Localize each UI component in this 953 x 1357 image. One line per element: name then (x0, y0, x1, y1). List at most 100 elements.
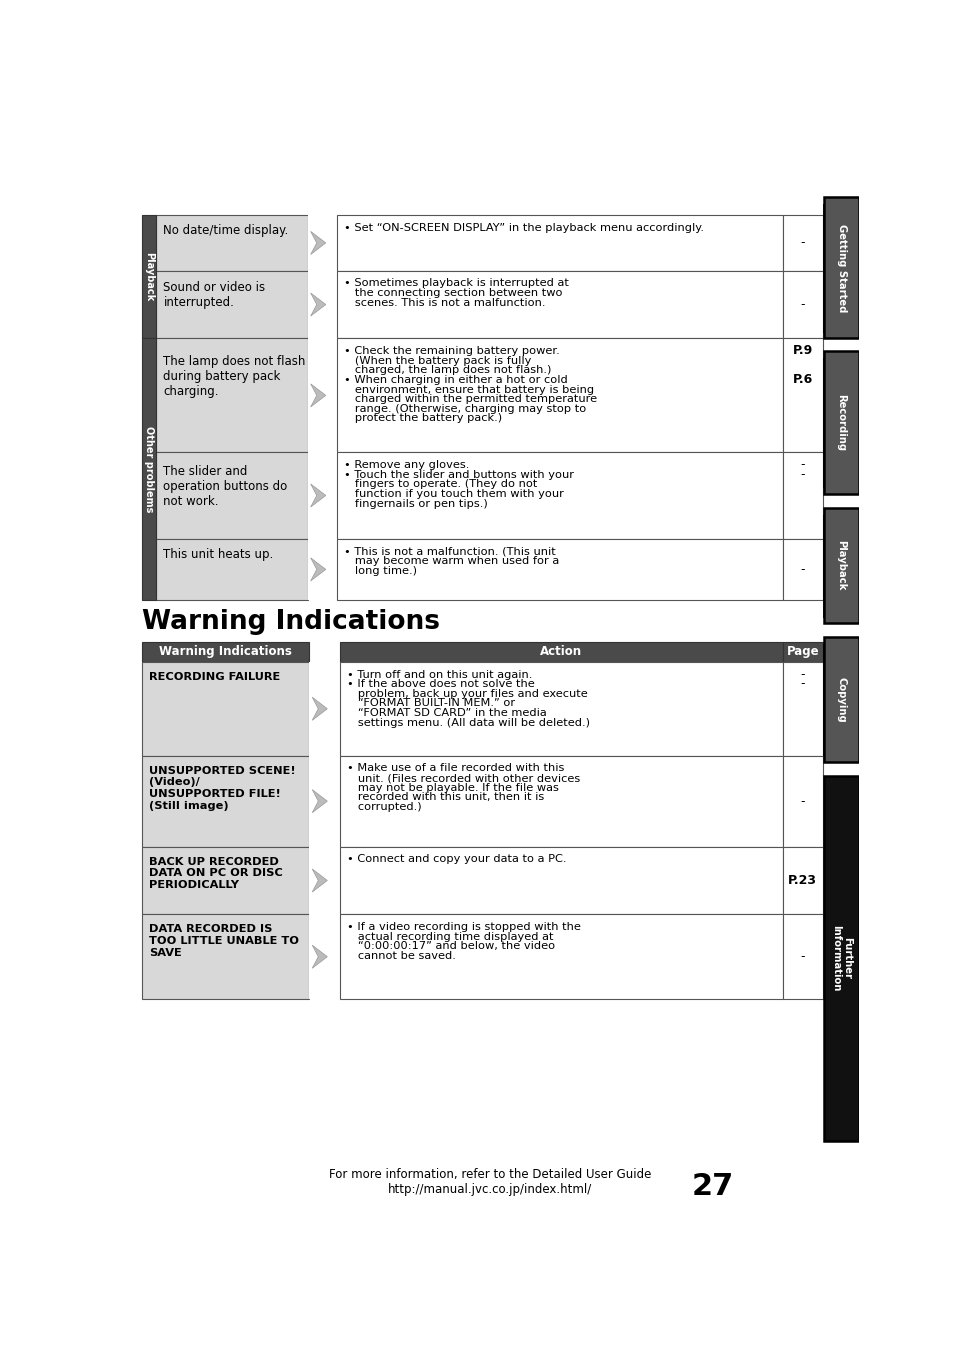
Text: -: - (800, 563, 804, 575)
Text: long time.): long time.) (344, 566, 416, 575)
Text: “FORMAT SD CARD” in the media: “FORMAT SD CARD” in the media (347, 708, 546, 718)
Text: charged, the lamp does not flash.): charged, the lamp does not flash.) (344, 365, 551, 376)
Text: Copying: Copying (836, 677, 845, 722)
Text: actual recording time displayed at: actual recording time displayed at (347, 932, 553, 942)
Text: The slider and
operation buttons do
not work.: The slider and operation buttons do not … (163, 465, 288, 509)
Text: -: - (800, 459, 804, 471)
Polygon shape (311, 232, 325, 255)
Text: fingers to operate. (They do not: fingers to operate. (They do not (344, 479, 537, 490)
Bar (309, 756, 340, 847)
Text: Action: Action (539, 646, 582, 658)
Text: BACK UP RECORDED
DATA ON PC OR DISC
PERIODICALLY: BACK UP RECORDED DATA ON PC OR DISC PERI… (150, 856, 283, 890)
Bar (823, 776, 858, 1141)
Text: • This is not a malfunction. (This unit: • This is not a malfunction. (This unit (344, 547, 556, 556)
Bar (781, 915, 822, 999)
Text: For more information, refer to the Detailed User Guide
http://manual.jvc.co.jp/i: For more information, refer to the Detai… (328, 1167, 650, 1196)
Text: P.6: P.6 (792, 373, 812, 387)
Text: corrupted.): corrupted.) (347, 802, 421, 811)
Bar (781, 662, 822, 756)
Bar (781, 270, 822, 338)
Text: RECORDING FAILURE: RECORDING FAILURE (150, 672, 280, 681)
Bar (340, 915, 781, 999)
Bar (340, 642, 781, 662)
Text: DATA RECORDED IS
TOO LITTLE UNABLE TO
SAVE: DATA RECORDED IS TOO LITTLE UNABLE TO SA… (150, 924, 299, 958)
Bar (307, 270, 336, 338)
Bar (309, 847, 340, 915)
Bar (781, 216, 822, 270)
Text: settings menu. (All data will be deleted.): settings menu. (All data will be deleted… (347, 718, 590, 727)
Text: -: - (800, 795, 804, 807)
Text: “FORMAT BUILT-IN MEM.” or: “FORMAT BUILT-IN MEM.” or (347, 699, 515, 708)
Text: function if you touch them with your: function if you touch them with your (344, 489, 563, 499)
Text: • Connect and copy your data to a PC.: • Connect and copy your data to a PC. (347, 855, 566, 864)
Polygon shape (311, 558, 325, 581)
Bar (340, 662, 781, 756)
Polygon shape (311, 293, 325, 316)
Text: -: - (800, 677, 804, 691)
Text: may not be playable. If the file was: may not be playable. If the file was (347, 783, 558, 792)
Text: the connecting section between two: the connecting section between two (344, 288, 562, 299)
Bar (307, 539, 336, 600)
Text: range. (Otherwise, charging may stop to: range. (Otherwise, charging may stop to (344, 404, 586, 414)
Text: recorded with this unit, then it is: recorded with this unit, then it is (347, 792, 544, 802)
Polygon shape (311, 384, 325, 407)
Bar (307, 452, 336, 539)
Text: • If a video recording is stopped with the: • If a video recording is stopped with t… (347, 921, 580, 932)
Text: may become warm when used for a: may become warm when used for a (344, 556, 558, 566)
Text: fingernails or pen tips.): fingernails or pen tips.) (344, 498, 487, 509)
Text: Warning Indications: Warning Indications (159, 646, 292, 658)
Text: No date/time display.: No date/time display. (163, 224, 289, 236)
Bar (781, 756, 822, 847)
Bar (336, 216, 781, 270)
Bar (156, 452, 307, 539)
Bar (142, 338, 156, 600)
Bar (340, 847, 781, 915)
Bar (142, 642, 309, 662)
Text: • Remove any gloves.: • Remove any gloves. (344, 460, 469, 470)
Bar (781, 452, 822, 539)
Bar (156, 216, 307, 270)
Text: P.23: P.23 (787, 874, 817, 887)
Bar (823, 351, 858, 494)
Text: • Sometimes playback is interrupted at: • Sometimes playback is interrupted at (344, 278, 568, 288)
Bar (336, 452, 781, 539)
Text: (When the battery pack is fully: (When the battery pack is fully (344, 356, 531, 366)
Text: -: - (800, 299, 804, 311)
Text: -: - (800, 668, 804, 681)
Bar (781, 847, 822, 915)
Bar (156, 338, 307, 452)
Bar (156, 539, 307, 600)
Text: cannot be saved.: cannot be saved. (347, 951, 456, 961)
Text: Warning Indications: Warning Indications (142, 609, 440, 635)
Text: environment, ensure that battery is being: environment, ensure that battery is bein… (344, 384, 594, 395)
Bar (142, 662, 309, 756)
Bar (307, 216, 336, 270)
Text: -: - (800, 236, 804, 250)
Text: Playback: Playback (836, 540, 845, 590)
Bar (781, 338, 822, 452)
Text: UNSUPPORTED SCENE!
(Video)/
UNSUPPORTED FILE!
(Still image): UNSUPPORTED SCENE! (Video)/ UNSUPPORTED … (150, 765, 295, 810)
Text: “0:00:00:17” and below, the video: “0:00:00:17” and below, the video (347, 942, 555, 951)
Bar (307, 338, 336, 452)
Bar (309, 662, 340, 756)
Text: • Touch the slider and buttons with your: • Touch the slider and buttons with your (344, 470, 574, 479)
Text: -: - (800, 468, 804, 480)
Bar (309, 915, 340, 999)
Text: P.9: P.9 (792, 345, 812, 357)
Bar (340, 756, 781, 847)
Bar (156, 270, 307, 338)
Text: • If the above does not solve the: • If the above does not solve the (347, 678, 535, 689)
Text: charged within the permitted temperature: charged within the permitted temperature (344, 395, 597, 404)
Polygon shape (312, 790, 327, 813)
Bar (781, 539, 822, 600)
Bar (336, 270, 781, 338)
Bar (336, 539, 781, 600)
Text: unit. (Files recorded with other devices: unit. (Files recorded with other devices (347, 773, 579, 783)
Polygon shape (311, 484, 325, 508)
Bar (336, 338, 781, 452)
Bar (781, 642, 822, 662)
Text: The lamp does not flash
during battery pack
charging.: The lamp does not flash during battery p… (163, 356, 306, 399)
Text: Getting Started: Getting Started (836, 224, 845, 312)
Bar (142, 847, 309, 915)
Text: Sound or video is
interrupted.: Sound or video is interrupted. (163, 281, 265, 309)
